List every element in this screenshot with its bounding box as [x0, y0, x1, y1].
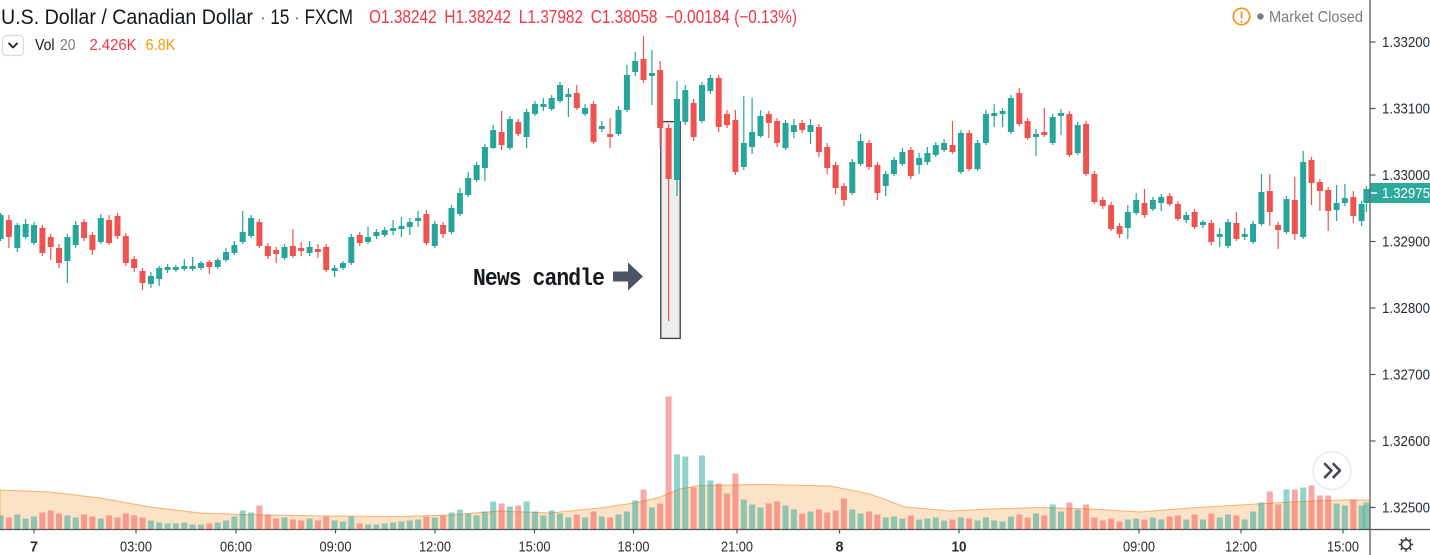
svg-text:1.33000: 1.33000 [1382, 167, 1430, 184]
svg-text:Market Closed: Market Closed [1269, 9, 1363, 26]
svg-text:6.8K: 6.8K [146, 37, 176, 54]
svg-text:10: 10 [952, 539, 967, 555]
svg-text:1.32975: 1.32975 [1382, 185, 1430, 202]
svg-text:18:00: 18:00 [618, 539, 650, 555]
svg-text:U.S. Dollar / Canadian Dollar: U.S. Dollar / Canadian Dollar [1, 6, 253, 29]
svg-text:1.32500: 1.32500 [1382, 500, 1430, 517]
svg-text:20: 20 [60, 37, 76, 54]
svg-text:21:00: 21:00 [721, 539, 753, 555]
svg-text:1.32800: 1.32800 [1382, 300, 1430, 317]
svg-text:03:00: 03:00 [120, 539, 152, 555]
svg-text:Vol: Vol [35, 37, 55, 54]
svg-text:15:00: 15:00 [1327, 539, 1359, 555]
svg-text:1.33200: 1.33200 [1382, 34, 1430, 51]
svg-text:12:00: 12:00 [1225, 539, 1257, 555]
svg-text:2.426K: 2.426K [90, 37, 137, 54]
svg-text:12:00: 12:00 [419, 539, 451, 555]
svg-text:1.32600: 1.32600 [1382, 433, 1430, 450]
svg-text:15:00: 15:00 [519, 539, 551, 555]
svg-text:8: 8 [836, 539, 844, 555]
svg-text:06:00: 06:00 [220, 539, 252, 555]
svg-text:09:00: 09:00 [1123, 539, 1155, 555]
svg-text:O1.38242 H1.38242 L1.37982 C1.: O1.38242 H1.38242 L1.37982 C1.38058 −0.0… [369, 6, 797, 27]
svg-text:09:00: 09:00 [320, 539, 352, 555]
svg-text:1.33100: 1.33100 [1382, 101, 1430, 118]
svg-text:· 15 · FXCM: · 15 · FXCM [260, 6, 353, 29]
svg-text:7: 7 [30, 539, 38, 555]
svg-text:News candle: News candle [473, 266, 605, 293]
svg-text:1.32700: 1.32700 [1382, 367, 1430, 384]
svg-text:1.32900: 1.32900 [1382, 234, 1430, 251]
